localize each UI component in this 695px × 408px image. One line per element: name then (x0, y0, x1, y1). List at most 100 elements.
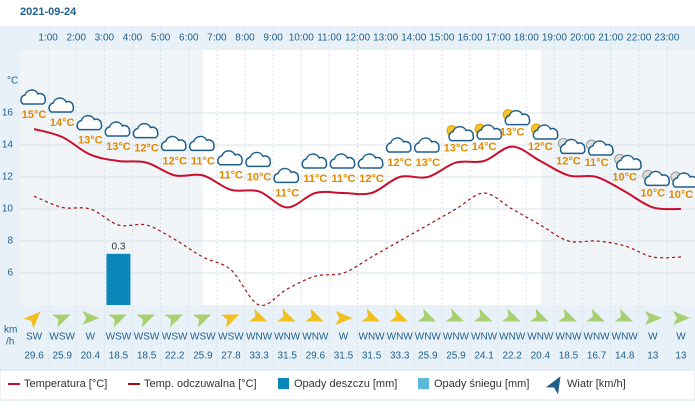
wind-direction: WNW (527, 332, 554, 343)
wind-speed: 31.5 (334, 351, 354, 362)
wind-speed: 25.9 (52, 351, 72, 362)
wind-arrow (164, 314, 184, 328)
cloud-icon (385, 137, 412, 153)
temperature-label: 12°C (387, 157, 412, 169)
hour-label: 13:00 (373, 33, 398, 44)
wind-direction: W (86, 332, 96, 343)
cloud-icon (672, 172, 695, 188)
wind-direction: WNW (246, 332, 273, 343)
temperature-label: 11°C (303, 173, 327, 185)
y-tick-label: 16 (2, 108, 14, 119)
weather-icon (245, 151, 272, 168)
temperature-label: 10°C (641, 187, 666, 199)
weather-icon (557, 137, 586, 155)
wind-speed: 27.8 (221, 351, 241, 362)
cloud-icon (132, 122, 159, 139)
hour-label: 16:00 (457, 33, 482, 44)
temperature-label: 12°C (528, 141, 553, 153)
weather-icon (301, 153, 328, 169)
y-axis-label: °C (7, 76, 18, 87)
wind-arrow (672, 311, 690, 325)
legend-arrow (545, 376, 561, 395)
wind-arrow (361, 308, 380, 322)
wind-speed: 25.9 (446, 351, 466, 362)
cloud-icon (532, 124, 559, 140)
hour-label: 10:00 (289, 33, 314, 44)
wind-speed: 22.2 (165, 351, 185, 362)
wind-speed: 33.3 (249, 351, 269, 362)
precip-bar (106, 253, 131, 305)
temperature-label: 13°C (416, 157, 441, 169)
weather-icon (160, 135, 187, 152)
temperature-label: 11°C (275, 187, 299, 199)
temperature-label: 12°C (359, 173, 384, 185)
cloud-icon (104, 121, 131, 137)
wind-speed: 33.3 (390, 351, 410, 362)
weather-icon (76, 114, 103, 131)
y-tick-label: 10 (2, 204, 14, 215)
temperature-label: 10°C (669, 189, 694, 201)
hour-label: 15:00 (429, 33, 454, 44)
hour-label: 21:00 (598, 33, 623, 44)
wind-direction: W (676, 332, 686, 343)
legend-label: Temperatura [°C] (24, 378, 107, 390)
temperature-label: 13°C (78, 135, 103, 147)
weather-icon (642, 169, 671, 187)
wind-arrow (389, 308, 409, 322)
wind-speed: 18.5 (559, 351, 579, 362)
date-title: 2021-09-24 (20, 6, 77, 18)
cloud-icon (504, 109, 531, 126)
hour-label: 14:00 (401, 33, 426, 44)
wind-arrow (335, 311, 353, 325)
wind-speed: 22.2 (502, 351, 522, 362)
wind-arrow (502, 308, 521, 322)
wind-direction: WSW (49, 332, 75, 343)
y-tick-label: 6 (7, 268, 13, 279)
cloud-icon (616, 154, 642, 171)
hour-label: 22:00 (626, 33, 651, 44)
wind-direction: WNW (415, 332, 442, 343)
temperature-label: 12°C (134, 143, 159, 155)
wind-speed: 29.6 (24, 351, 44, 362)
wind-arrow (220, 314, 240, 328)
cloud-icon (476, 124, 503, 140)
wind-direction: WSW (190, 332, 216, 343)
temperature-line (33, 192, 681, 307)
weather-icon (385, 137, 412, 153)
cloud-icon (301, 153, 328, 169)
wind-direction: WNW (387, 332, 414, 343)
hour-label: 19:00 (542, 33, 567, 44)
weather-icon (132, 122, 159, 139)
weather-icon (217, 150, 243, 166)
wind-direction: WNW (612, 332, 639, 343)
legend-label: Opady deszczu [mm] (294, 378, 397, 390)
temperature-label: 11°C (219, 170, 243, 182)
y-tick-label: 12 (2, 172, 14, 183)
weather-icon (474, 123, 503, 140)
wind-arrow (530, 308, 549, 322)
hour-label: 4:00 (123, 33, 143, 44)
temperature-label: 10°C (247, 171, 272, 183)
wind-arrow (192, 314, 212, 328)
wind-speed: 25.9 (193, 351, 213, 362)
wind-unit: /h (6, 337, 14, 348)
wind-arrow (305, 308, 324, 322)
cloud-icon (413, 137, 440, 153)
weather-icon (530, 123, 559, 140)
cloud-icon (448, 125, 475, 142)
cloud-icon (217, 150, 243, 166)
wind-direction: WNW (302, 332, 329, 343)
temperature-label: 11°C (331, 173, 355, 185)
hour-label: 3:00 (95, 33, 115, 44)
wind-arrow (614, 308, 634, 322)
temperature-label: 13°C (500, 127, 525, 139)
weather-icon (670, 171, 695, 188)
wind-arrow (108, 314, 127, 328)
wind-direction: WNW (499, 332, 526, 343)
wind-arrow (445, 308, 465, 322)
weather-icon (413, 137, 440, 153)
hour-label: 1:00 (38, 33, 58, 44)
cloud-icon (329, 153, 356, 169)
hour-label: 8:00 (235, 33, 255, 44)
wind-direction: SW (26, 332, 43, 343)
